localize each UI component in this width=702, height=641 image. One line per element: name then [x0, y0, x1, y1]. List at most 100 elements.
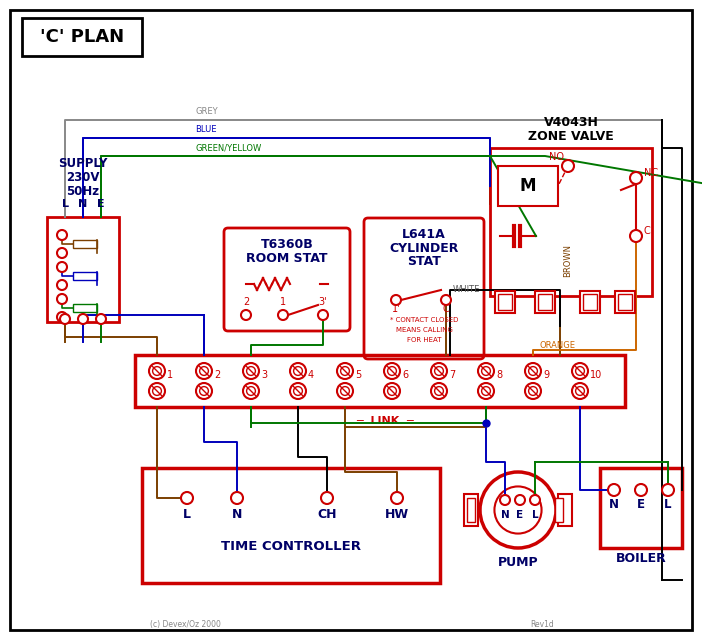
Text: E: E [517, 510, 524, 520]
Circle shape [391, 295, 401, 305]
FancyBboxPatch shape [73, 240, 97, 248]
Text: 8: 8 [496, 370, 502, 380]
Text: (c) Devex/Oz 2000: (c) Devex/Oz 2000 [150, 620, 221, 629]
Text: ZONE VALVE: ZONE VALVE [528, 130, 614, 143]
Text: STAT: STAT [407, 255, 441, 268]
Text: 'C' PLAN: 'C' PLAN [40, 28, 124, 46]
FancyBboxPatch shape [73, 272, 97, 280]
Text: ─  LINK  ─: ─ LINK ─ [356, 416, 414, 426]
Circle shape [441, 295, 451, 305]
Circle shape [500, 495, 510, 505]
Text: WHITE: WHITE [453, 285, 480, 294]
FancyBboxPatch shape [467, 498, 475, 522]
Text: M: M [519, 177, 536, 195]
Circle shape [608, 484, 620, 496]
Circle shape [57, 312, 67, 322]
Text: 3': 3' [319, 297, 327, 307]
Text: GREEN/YELLOW: GREEN/YELLOW [195, 143, 261, 152]
Text: N: N [609, 498, 619, 511]
Text: BOILER: BOILER [616, 552, 666, 565]
Circle shape [391, 492, 403, 504]
Text: N: N [79, 199, 88, 209]
Circle shape [318, 310, 328, 320]
Text: L: L [531, 510, 538, 520]
Circle shape [57, 294, 67, 304]
Text: ROOM STAT: ROOM STAT [246, 252, 328, 265]
Text: TIME CONTROLLER: TIME CONTROLLER [221, 540, 361, 553]
Circle shape [515, 495, 525, 505]
FancyBboxPatch shape [558, 494, 572, 526]
Text: FOR HEAT: FOR HEAT [406, 337, 442, 343]
Circle shape [321, 492, 333, 504]
Text: C: C [443, 304, 449, 314]
Text: 1: 1 [167, 370, 173, 380]
Text: 3: 3 [261, 370, 267, 380]
Text: 7: 7 [449, 370, 456, 380]
Circle shape [278, 310, 288, 320]
Text: L: L [664, 498, 672, 511]
Text: 5: 5 [355, 370, 362, 380]
FancyBboxPatch shape [583, 294, 597, 310]
Text: ORANGE: ORANGE [540, 341, 576, 350]
Text: 6: 6 [402, 370, 408, 380]
Circle shape [630, 172, 642, 184]
Text: MEANS CALLING: MEANS CALLING [395, 327, 452, 333]
Text: 1: 1 [280, 297, 286, 307]
Text: Rev1d: Rev1d [530, 620, 554, 629]
Circle shape [630, 230, 642, 242]
FancyBboxPatch shape [538, 294, 552, 310]
Text: BLUE: BLUE [195, 125, 216, 134]
Text: CH: CH [317, 508, 337, 521]
Text: SUPPLY: SUPPLY [58, 156, 107, 169]
FancyBboxPatch shape [495, 291, 515, 313]
Text: 1': 1' [392, 304, 400, 314]
Text: HW: HW [385, 508, 409, 521]
Circle shape [57, 248, 67, 258]
FancyBboxPatch shape [464, 494, 478, 526]
Text: L641A: L641A [402, 228, 446, 241]
Text: N: N [501, 510, 510, 520]
Text: PUMP: PUMP [498, 556, 538, 569]
Text: 2: 2 [214, 370, 220, 380]
Text: N: N [232, 508, 242, 521]
Circle shape [60, 314, 70, 324]
Circle shape [57, 280, 67, 290]
Text: 9: 9 [543, 370, 549, 380]
FancyBboxPatch shape [555, 498, 563, 522]
Text: 10: 10 [590, 370, 602, 380]
Text: 230V: 230V [66, 171, 100, 183]
Circle shape [635, 484, 647, 496]
Text: 4: 4 [308, 370, 314, 380]
Text: T6360B: T6360B [260, 238, 313, 251]
FancyBboxPatch shape [615, 291, 635, 313]
Circle shape [241, 310, 251, 320]
Text: L: L [62, 199, 69, 209]
Text: GREY: GREY [195, 107, 218, 116]
Circle shape [662, 484, 674, 496]
Text: 50Hz: 50Hz [67, 185, 100, 197]
Circle shape [57, 230, 67, 240]
Text: CYLINDER: CYLINDER [390, 242, 458, 255]
Text: C: C [644, 226, 651, 236]
FancyBboxPatch shape [498, 294, 512, 310]
Text: * CONTACT CLOSED: * CONTACT CLOSED [390, 317, 458, 323]
Circle shape [562, 160, 574, 172]
Text: BROWN: BROWN [563, 244, 572, 276]
Circle shape [181, 492, 193, 504]
Circle shape [96, 314, 106, 324]
Text: NC: NC [644, 168, 658, 178]
Text: NO: NO [548, 152, 564, 162]
FancyBboxPatch shape [535, 291, 555, 313]
FancyBboxPatch shape [498, 166, 558, 206]
Text: V4043H: V4043H [543, 116, 598, 129]
Text: L: L [183, 508, 191, 521]
Text: E: E [637, 498, 645, 511]
FancyBboxPatch shape [73, 304, 97, 312]
FancyBboxPatch shape [580, 291, 600, 313]
Text: E: E [97, 199, 105, 209]
Circle shape [231, 492, 243, 504]
Circle shape [57, 262, 67, 272]
Circle shape [530, 495, 540, 505]
FancyBboxPatch shape [618, 294, 632, 310]
Circle shape [78, 314, 88, 324]
